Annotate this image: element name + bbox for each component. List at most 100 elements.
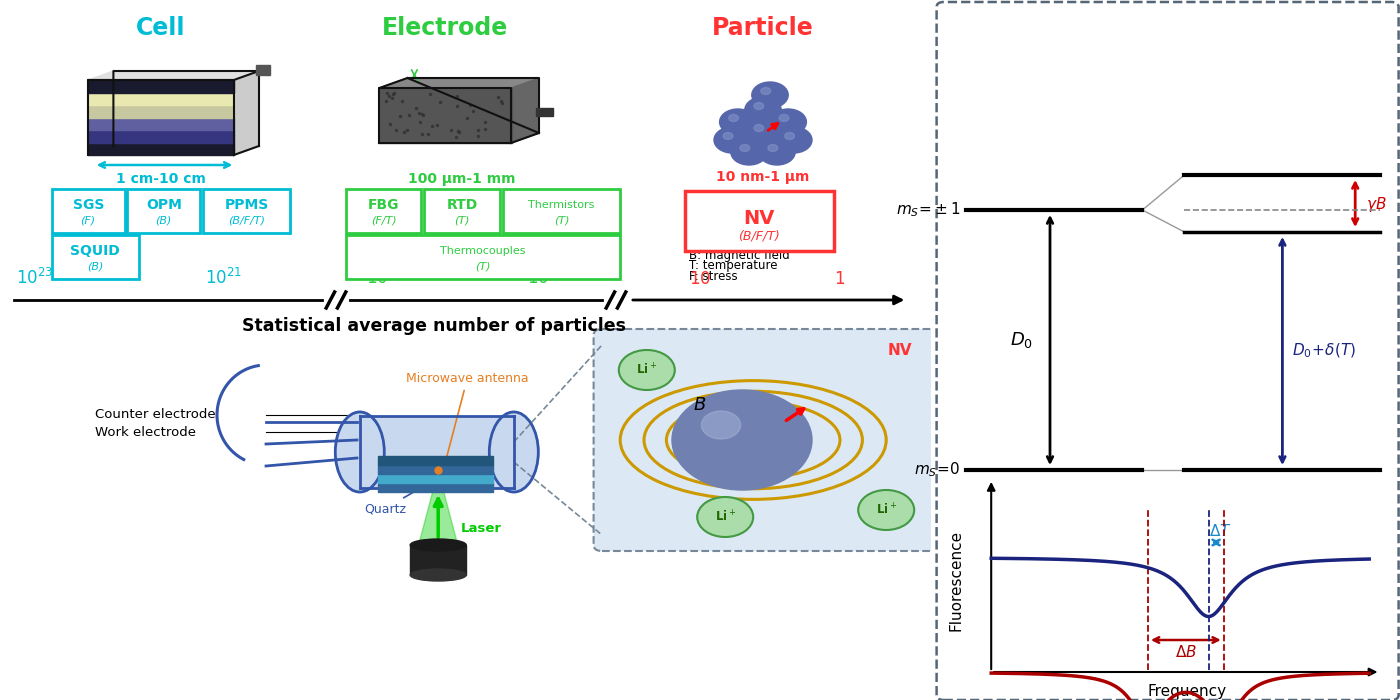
- Text: Li$^+$: Li$^+$: [636, 363, 658, 378]
- Text: (T): (T): [454, 215, 470, 225]
- Circle shape: [759, 139, 795, 165]
- Circle shape: [731, 139, 767, 165]
- Polygon shape: [113, 71, 259, 155]
- Text: SGS: SGS: [73, 198, 104, 212]
- Polygon shape: [88, 71, 259, 80]
- Text: B: magnetic field: B: magnetic field: [689, 249, 790, 262]
- Bar: [378, 483, 493, 492]
- Text: Cell: Cell: [136, 16, 186, 40]
- Text: (T): (T): [475, 261, 491, 271]
- Text: F: stress: F: stress: [689, 270, 738, 283]
- Circle shape: [729, 115, 739, 122]
- Polygon shape: [88, 143, 234, 155]
- Polygon shape: [511, 78, 539, 143]
- Bar: [378, 465, 493, 474]
- Ellipse shape: [410, 539, 466, 551]
- Text: (B): (B): [87, 261, 104, 271]
- Circle shape: [769, 144, 778, 151]
- Text: T: temperature: T: temperature: [689, 260, 777, 272]
- FancyBboxPatch shape: [203, 189, 290, 233]
- Text: Statistical average number of particles: Statistical average number of particles: [242, 317, 626, 335]
- Text: Particle: Particle: [713, 16, 813, 40]
- Text: $10^{23}$: $10^{23}$: [17, 268, 53, 288]
- Circle shape: [770, 109, 806, 135]
- Circle shape: [784, 132, 795, 139]
- Circle shape: [720, 109, 756, 135]
- Polygon shape: [419, 492, 458, 545]
- FancyBboxPatch shape: [503, 189, 620, 233]
- Text: PPMS: PPMS: [224, 198, 269, 212]
- Circle shape: [724, 132, 734, 139]
- Text: Li$^+$: Li$^+$: [875, 503, 897, 518]
- Text: OPM: OPM: [146, 198, 182, 212]
- Bar: [256, 65, 270, 75]
- Text: $10^{18}$: $10^{18}$: [367, 268, 403, 288]
- FancyBboxPatch shape: [127, 189, 200, 233]
- Text: $1$: $1$: [834, 270, 846, 288]
- Ellipse shape: [410, 569, 466, 581]
- Text: $10$: $10$: [689, 270, 711, 288]
- Circle shape: [714, 127, 750, 153]
- Text: $\gamma B$: $\gamma B$: [1366, 195, 1387, 214]
- Circle shape: [752, 82, 788, 108]
- Text: Li$^+$: Li$^+$: [714, 510, 736, 525]
- Text: Work electrode: Work electrode: [95, 426, 196, 438]
- Text: Thermistors: Thermistors: [528, 200, 595, 210]
- Text: FBG: FBG: [368, 198, 399, 212]
- Text: (T): (T): [553, 215, 570, 225]
- Circle shape: [780, 115, 790, 122]
- Text: 10 nm-1 μm: 10 nm-1 μm: [717, 170, 809, 184]
- Circle shape: [619, 350, 675, 390]
- Text: $m_S\!=\!\pm1$: $m_S\!=\!\pm1$: [896, 201, 960, 219]
- Polygon shape: [88, 118, 234, 130]
- Text: Thermocouples: Thermocouples: [440, 246, 526, 256]
- Text: Frequency: Frequency: [1148, 684, 1226, 699]
- FancyBboxPatch shape: [346, 189, 421, 233]
- Text: RTD: RTD: [447, 198, 477, 212]
- Bar: [536, 108, 553, 116]
- FancyBboxPatch shape: [52, 235, 139, 279]
- Text: (B/F/T): (B/F/T): [228, 215, 265, 225]
- Text: (B/F/T): (B/F/T): [738, 230, 780, 242]
- Ellipse shape: [336, 412, 384, 492]
- Text: Electrode: Electrode: [382, 16, 508, 40]
- Text: $D_0\!+\!\delta(T)$: $D_0\!+\!\delta(T)$: [1292, 342, 1357, 360]
- Polygon shape: [88, 80, 234, 92]
- Text: Counter electrode: Counter electrode: [95, 409, 216, 421]
- FancyBboxPatch shape: [594, 329, 939, 551]
- Circle shape: [745, 97, 781, 123]
- Circle shape: [697, 497, 753, 537]
- Bar: [378, 474, 493, 483]
- Text: $D_0$: $D_0$: [1011, 330, 1033, 350]
- Bar: [378, 456, 493, 465]
- Polygon shape: [88, 130, 234, 143]
- FancyBboxPatch shape: [424, 189, 500, 233]
- Text: $10^{21}$: $10^{21}$: [206, 268, 242, 288]
- Text: $10^{16}$: $10^{16}$: [528, 268, 564, 288]
- Bar: [379, 88, 512, 143]
- Circle shape: [701, 411, 741, 439]
- Text: NV: NV: [888, 343, 913, 358]
- Circle shape: [762, 88, 770, 94]
- FancyBboxPatch shape: [346, 235, 620, 279]
- Text: (B): (B): [155, 215, 172, 225]
- Ellipse shape: [490, 412, 539, 492]
- Text: $\Delta B$: $\Delta B$: [1175, 644, 1197, 660]
- Circle shape: [741, 144, 750, 151]
- Circle shape: [672, 390, 812, 490]
- Polygon shape: [88, 92, 234, 105]
- Text: 100 μm-1 mm: 100 μm-1 mm: [409, 172, 515, 186]
- Text: Microwave antenna: Microwave antenna: [406, 372, 529, 463]
- Text: $m_S\!=\!0$: $m_S\!=\!0$: [914, 461, 960, 480]
- Text: Fluorescence: Fluorescence: [949, 529, 963, 631]
- Polygon shape: [88, 105, 234, 118]
- Circle shape: [776, 127, 812, 153]
- FancyBboxPatch shape: [685, 191, 834, 251]
- Bar: [410, 545, 466, 575]
- Circle shape: [755, 102, 764, 109]
- Polygon shape: [379, 78, 539, 88]
- Bar: [360, 416, 514, 488]
- Circle shape: [755, 125, 764, 132]
- Text: NV: NV: [743, 209, 774, 228]
- Text: $B$: $B$: [693, 396, 706, 414]
